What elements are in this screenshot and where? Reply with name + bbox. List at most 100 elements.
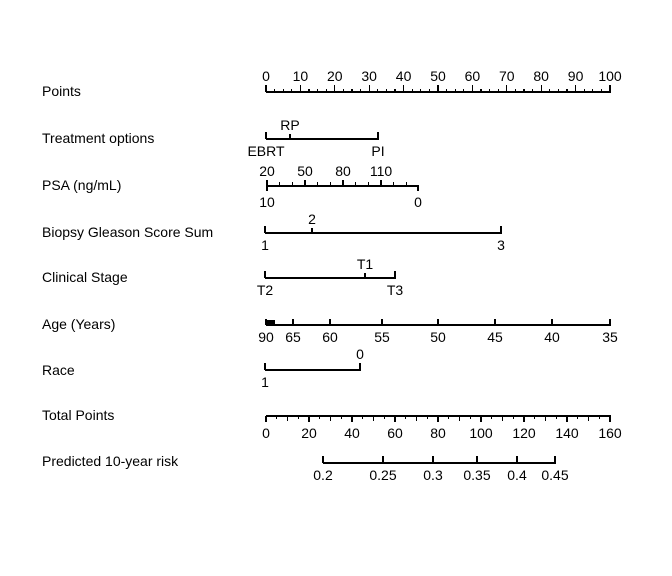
tick-label: 2 [308, 211, 316, 227]
tick-label: T3 [386, 282, 404, 298]
row-label-clinical-stage: Clinical Stage [42, 269, 128, 285]
tick-mark [394, 88, 396, 92]
tick-label: 10 [259, 194, 275, 210]
row-label-psa: PSA (ng/mL) [42, 177, 122, 193]
tick-mark [368, 85, 370, 92]
tick-label: EBRT [247, 143, 285, 159]
tick-mark [304, 180, 306, 186]
tick-mark [534, 416, 536, 419]
tick-mark [381, 319, 383, 325]
axis-line [323, 462, 556, 464]
tick-label: 110 [369, 163, 393, 179]
tick-label: 0.3 [423, 467, 443, 483]
tick-mark [488, 88, 491, 92]
tick-mark [362, 416, 364, 419]
tick-label: 0 [262, 425, 270, 441]
tick-mark [417, 186, 419, 191]
row-label-treatment-options: Treatment options [42, 130, 155, 146]
axis-line [266, 415, 611, 417]
tick-mark [523, 416, 525, 422]
tick-mark [382, 456, 384, 463]
tick-mark [506, 85, 508, 92]
tick-mark [385, 88, 388, 92]
tick-mark [264, 271, 266, 278]
tick-mark [549, 88, 551, 92]
tick-mark [480, 88, 482, 92]
tick-mark [359, 363, 361, 370]
axis-line [265, 232, 502, 234]
tick-mark [463, 88, 465, 92]
tick-mark [271, 320, 273, 325]
tick-mark [329, 181, 331, 186]
tick-label: 60 [464, 68, 481, 84]
tick-mark [415, 416, 418, 421]
tick-mark [367, 181, 369, 186]
tick-mark [471, 85, 474, 92]
tick-label: T2 [256, 282, 274, 298]
tick-mark [329, 416, 332, 421]
tick-label: 1 [261, 374, 269, 390]
axis-line [265, 277, 396, 279]
tick-mark [311, 228, 313, 233]
tick-mark [308, 88, 310, 92]
tick-label: 10 [292, 68, 309, 84]
tick-mark [265, 85, 267, 92]
tick-mark [342, 88, 345, 92]
tick-mark [394, 416, 396, 422]
tick-mark [351, 88, 353, 92]
tick-label: 60 [322, 329, 338, 345]
tick-mark [557, 88, 560, 92]
tick-label: 20 [259, 163, 275, 179]
tick-mark [609, 319, 611, 325]
tick-mark [592, 88, 594, 92]
tick-mark [316, 88, 319, 92]
tick-mark [266, 180, 268, 186]
row-label-total-points: Total Points [42, 407, 115, 423]
tick-mark [291, 88, 293, 92]
axis-line [266, 138, 379, 140]
tick-mark [476, 456, 478, 463]
tick-label: 55 [374, 329, 390, 345]
tick-label: 50 [297, 163, 313, 179]
tick-mark [265, 132, 267, 139]
tick-mark [555, 416, 557, 419]
tick-mark [574, 85, 577, 92]
tick-mark [554, 456, 556, 463]
tick-mark [420, 88, 422, 92]
tick-mark [377, 88, 379, 92]
tick-mark [282, 88, 284, 92]
tick-mark [514, 88, 517, 92]
tick-label: 0 [414, 194, 422, 210]
tick-mark [383, 416, 385, 419]
tick-mark [289, 134, 291, 139]
tick-mark [334, 85, 336, 92]
tick-mark [432, 456, 434, 463]
tick-mark [512, 416, 514, 419]
tick-mark [411, 88, 413, 92]
tick-mark [587, 416, 590, 421]
tick-mark [354, 181, 357, 186]
tick-label: 80 [430, 425, 446, 441]
tick-label: 3 [497, 237, 505, 253]
tick-mark [551, 319, 553, 325]
tick-label: 90 [258, 329, 274, 345]
tick-label: 30 [361, 68, 377, 84]
tick-mark [273, 88, 276, 92]
tick-mark [448, 416, 450, 419]
row-label-points: Points [42, 83, 81, 99]
tick-mark [566, 416, 568, 422]
tick-mark [437, 319, 439, 325]
tick-mark [266, 186, 268, 191]
tick-label: 120 [512, 425, 536, 441]
tick-mark [437, 416, 439, 422]
tick-mark [480, 416, 482, 422]
tick-mark [292, 319, 294, 325]
tick-mark [583, 88, 585, 92]
tick-label: 70 [499, 68, 515, 84]
tick-label: 0.25 [369, 467, 397, 483]
tick-label: 20 [327, 68, 343, 84]
tick-label: 80 [335, 163, 351, 179]
tick-label: 45 [487, 329, 503, 345]
tick-mark [325, 88, 327, 92]
